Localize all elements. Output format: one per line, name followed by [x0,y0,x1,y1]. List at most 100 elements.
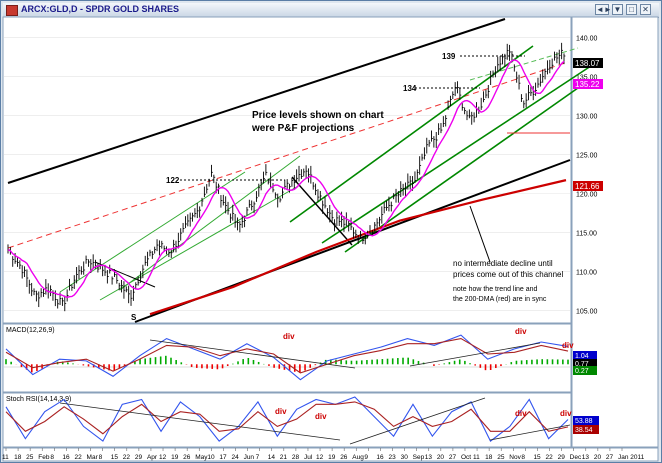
macd-div-1: div [283,332,295,341]
stoch-label: Stoch RSI(14,14,3,9) [6,396,71,403]
chart-title: ARCX:GLD,D - SPDR GOLD SHARES [21,4,180,14]
level-label-122: 122 [166,176,180,185]
price-bar [211,164,213,177]
date-tick-label: 26 [183,454,191,461]
date-tick-label: 23 [389,454,397,461]
price-bar [518,74,521,90]
annotation-sync-1: note how the trend line and [453,286,538,293]
readout-dma: 121.66 [575,182,600,191]
date-tick-label: 11 [2,454,9,461]
price-bar [199,206,202,218]
date-tick-label: 24 [231,454,239,461]
price-bar [303,168,306,177]
price-bar [502,53,504,65]
date-tick-label: 22 [546,454,554,461]
price-bars [7,42,566,312]
price-bar [45,279,48,295]
price-bar [431,130,433,142]
dropdown-icon[interactable]: ▼ [612,4,623,15]
price-bar [28,279,31,294]
price-bar [289,183,291,193]
chart-menu-icon[interactable] [6,5,18,16]
price-bar [423,147,426,160]
price-tick-label: 115.00 [576,230,597,237]
price-bar [539,73,542,87]
stoch-readout-2: 38.54 [575,427,593,434]
macd-readout-1: 1.04 [575,353,589,360]
date-tick-label: 30 [401,454,409,461]
price-bar [263,171,265,184]
price-bar [525,93,528,108]
price-bar [490,70,493,86]
macd-div-2: div [515,327,527,336]
price-bar [69,278,71,291]
date-tick-label: Nov [509,454,521,461]
price-bar [291,177,294,187]
price-bar [400,181,403,198]
price-bar [487,84,490,99]
price-bar [80,266,83,275]
scroll-arrows-icon[interactable]: ◄► [595,4,612,15]
stoch-trend-line [349,397,486,445]
stoch-div-4: div [560,409,572,418]
price-bar [454,82,457,97]
price-bar [506,43,509,60]
price-bar [298,165,301,182]
price-bar [513,64,516,72]
price-bar [551,58,554,70]
price-bar [499,56,502,72]
price-bar [532,85,535,101]
maximize-icon[interactable]: □ [626,4,637,15]
price-bar [310,165,313,184]
pink-ma-path [7,59,565,299]
price-bar [21,265,24,279]
price-bar [381,206,384,224]
price-bar [19,260,22,270]
date-tick-label: 12 [316,454,324,461]
date-tick-label: 22 [74,454,82,461]
price-bar [409,175,412,190]
date-tick-label: 12 [159,454,167,461]
price-bar [386,200,388,211]
date-axis [2,447,659,462]
price-bar [147,251,149,267]
date-tick-label: 13 [582,454,590,461]
date-tick-label: 8 [50,454,54,461]
price-bar [308,168,310,183]
close-icon[interactable]: ✕ [640,4,651,15]
date-tick-label: 22 [123,454,131,461]
price-bar [336,211,339,226]
price-bar [151,251,154,259]
price-bar [128,285,131,304]
price-bar [445,115,448,127]
price-bar [225,196,228,214]
price-bar [497,56,500,73]
price-bar [362,237,365,245]
price-bar [426,137,429,154]
price-bar [374,222,377,232]
date-tick-label: Sep [413,454,425,461]
price-bar [428,139,431,147]
price-bar [504,53,507,67]
price-bar [260,178,263,191]
date-tick-label: 28 [292,454,300,461]
price-bar [360,230,362,239]
date-tick-label: 19 [171,454,179,461]
price-bar [421,153,424,161]
price-bar [130,289,133,306]
annotation-channel-2: prices come out of this channel [453,270,564,279]
price-bar [114,269,116,278]
price-bar [407,173,410,190]
price-bar [343,216,346,232]
price-bar [222,194,225,206]
price-bar [140,271,142,283]
macd-readout-3-bg [573,366,597,375]
stoch-divergence-line-2 [489,424,571,441]
price-bar [33,288,36,296]
price-bar [66,289,69,302]
macd-readout-2: 0.77 [575,361,589,368]
price-bar [137,276,140,286]
price-bar [537,77,540,88]
price-bar [253,201,256,214]
price-bar [102,266,105,277]
